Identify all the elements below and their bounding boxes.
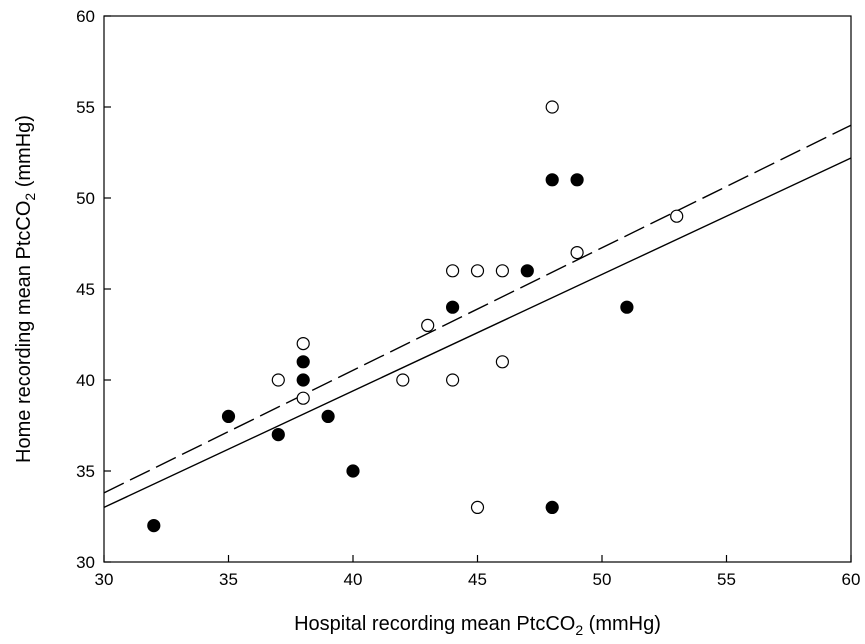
- open-data-point: [446, 373, 460, 387]
- open-data-point: [271, 373, 285, 387]
- filled-data-point: [321, 409, 335, 423]
- filled-data-point: [446, 300, 460, 314]
- open-data-point: [296, 337, 310, 351]
- filled-data-point: [520, 264, 534, 278]
- filled-data-point: [221, 409, 236, 423]
- open-data-point: [495, 264, 509, 278]
- filled-data-point: [545, 173, 559, 187]
- filled-data-point: [147, 518, 161, 533]
- open-data-point: [470, 264, 485, 278]
- y-tick-label: 35: [76, 462, 95, 481]
- open-data-point: [545, 100, 559, 114]
- x-tick-label: 45: [468, 570, 487, 589]
- y-tick-label: 55: [76, 98, 95, 117]
- open-data-point: [421, 318, 435, 332]
- y-tick-label: 30: [76, 553, 95, 572]
- filled-data-point: [620, 300, 634, 314]
- open-data-point: [670, 209, 684, 223]
- filled-data-point: [296, 373, 310, 387]
- filled-data-point: [296, 355, 310, 369]
- solid-regression-line: [103, 157, 852, 509]
- filled-data-point: [570, 173, 584, 187]
- plot-area-frame: [103, 15, 852, 563]
- y-tick-label: 45: [76, 280, 95, 299]
- open-data-point: [470, 500, 485, 514]
- open-data-point: [495, 355, 509, 369]
- x-tick-label: 40: [344, 570, 363, 589]
- open-data-point: [570, 246, 584, 260]
- open-data-point: [396, 373, 410, 387]
- data-points: [147, 100, 684, 533]
- y-tick-label: 50: [76, 189, 95, 208]
- filled-data-point: [346, 464, 360, 478]
- filled-data-point: [271, 428, 285, 442]
- x-tick-label: 50: [593, 570, 612, 589]
- x-tick-label: 60: [842, 570, 861, 589]
- filled-data-point: [545, 500, 559, 514]
- y-axis-title: Home recording mean PtcCO2 (mmHg): [13, 115, 38, 463]
- y-axis-ticks: 30 35 40 45 50 55 60: [76, 7, 111, 572]
- x-tick-label: 55: [717, 570, 736, 589]
- x-axis-ticks: 30 35 40 45 50 55 60: [95, 555, 861, 589]
- open-data-point: [296, 391, 310, 405]
- regression-lines: [103, 124, 852, 509]
- dashed-regression-line: [103, 124, 852, 494]
- open-data-point: [446, 264, 460, 278]
- x-tick-label: 35: [219, 570, 238, 589]
- x-tick-label: 30: [95, 570, 114, 589]
- x-axis-title: Hospital recording mean PtcCO2 (mmHg): [294, 613, 661, 638]
- y-tick-label: 40: [76, 371, 95, 390]
- y-tick-label: 60: [76, 7, 95, 26]
